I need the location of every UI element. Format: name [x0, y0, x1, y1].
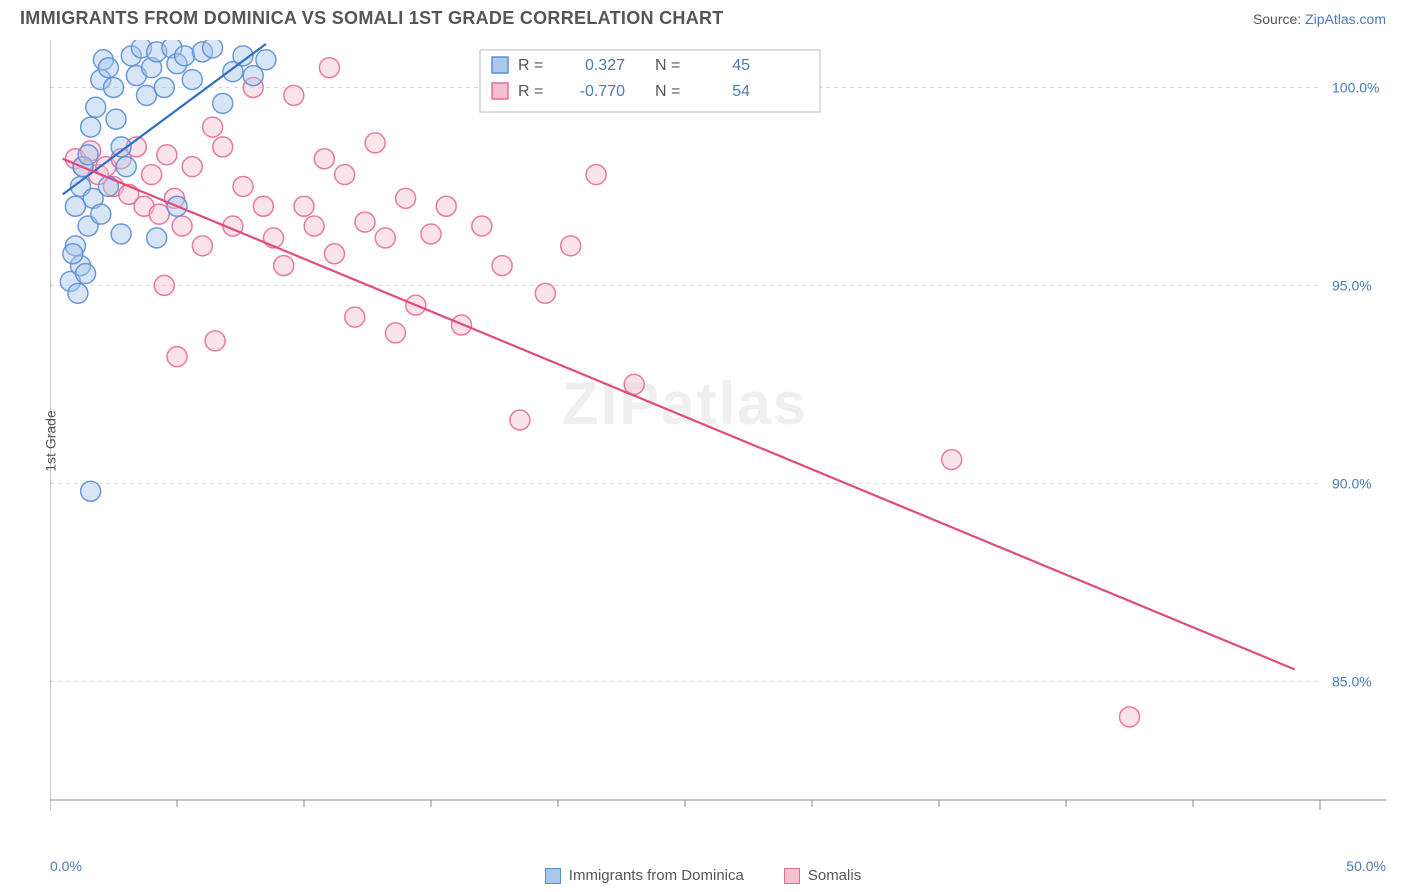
legend-swatch-dominica — [545, 868, 561, 884]
source-prefix: Source: — [1253, 11, 1305, 27]
legend-label-somalis: Somalis — [808, 867, 861, 884]
chart-title: IMMIGRANTS FROM DOMINICA VS SOMALI 1ST G… — [20, 8, 724, 29]
chart-area: 1st Grade 85.0%90.0%95.0%100.0%ZIPatlasR… — [50, 40, 1386, 842]
svg-text:54: 54 — [732, 83, 750, 100]
svg-text:90.0%: 90.0% — [1332, 475, 1372, 491]
svg-text:R =: R = — [518, 57, 543, 74]
y-axis-label: 1st Grade — [43, 410, 59, 471]
svg-text:R =: R = — [518, 83, 543, 100]
svg-text:-0.770: -0.770 — [580, 83, 625, 100]
source-link[interactable]: ZipAtlas.com — [1305, 11, 1386, 27]
svg-text:45: 45 — [732, 57, 750, 74]
legend-swatch-somalis — [784, 868, 800, 884]
scatter-chart: 85.0%90.0%95.0%100.0%ZIPatlasR =0.327N =… — [50, 40, 1386, 840]
svg-text:0.327: 0.327 — [585, 57, 625, 74]
chart-header: IMMIGRANTS FROM DOMINICA VS SOMALI 1ST G… — [0, 0, 1406, 29]
svg-text:85.0%: 85.0% — [1332, 673, 1372, 689]
legend-label-dominica: Immigrants from Dominica — [569, 867, 744, 884]
legend-item-somalis: Somalis — [784, 867, 861, 884]
legend: Immigrants from Dominica Somalis — [0, 867, 1406, 884]
chart-source: Source: ZipAtlas.com — [1253, 11, 1386, 27]
legend-item-dominica: Immigrants from Dominica — [545, 867, 744, 884]
svg-text:N =: N = — [655, 83, 680, 100]
svg-text:N =: N = — [655, 57, 680, 74]
svg-text:95.0%: 95.0% — [1332, 277, 1372, 293]
svg-text:100.0%: 100.0% — [1332, 80, 1379, 96]
